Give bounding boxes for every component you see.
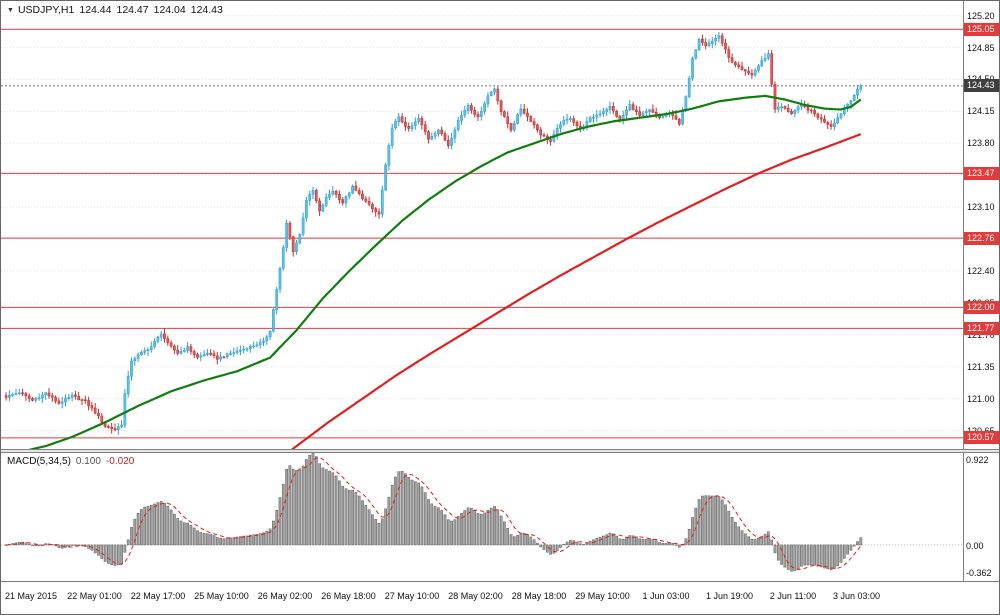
candles-layer [4, 31, 863, 435]
level-price-badge: 123.47 [964, 166, 999, 180]
price-tick-label: 123.10 [967, 202, 995, 213]
time-label: 26 May 18:00 [321, 591, 376, 601]
price-axis[interactable]: 125.20124.85124.50124.15123.80123.45123.… [963, 1, 999, 581]
pane-separator[interactable] [1, 449, 999, 453]
macd-name: MACD(5,34,5) [7, 456, 71, 467]
time-label: 3 Jun 03:00 [832, 591, 881, 601]
time-label: 1 Jun 19:00 [705, 591, 754, 601]
time-label: 1 Jun 03:00 [642, 591, 690, 601]
time-label: 28 May 02:00 [448, 591, 503, 601]
price-tick-label: 121.35 [967, 361, 995, 372]
ohlc-close: 124.43 [190, 4, 223, 16]
time-label: 21 May 2015 [4, 591, 58, 601]
current-price-badge: 124.43 [964, 79, 999, 93]
macd-main-value: 0.100 [75, 456, 101, 467]
macd-axis-min: -0.362 [966, 568, 992, 578]
time-label: 22 May 01:00 [67, 591, 122, 601]
horizontal-level-lines [1, 28, 963, 439]
time-label: 28 May 18:00 [511, 591, 567, 601]
time-label: 29 May 10:00 [575, 591, 630, 601]
ohlc-open: 124.44 [79, 4, 112, 16]
macd-histogram [4, 453, 863, 572]
level-price-badge: 120.57 [964, 431, 999, 445]
price-tick-label: 121.00 [967, 393, 995, 404]
price-chart-canvas[interactable] [1, 1, 963, 449]
price-tick-label: 123.80 [967, 138, 995, 149]
macd-axis-max: 0.922 [966, 455, 989, 465]
time-label: 2 Jun 11:00 [769, 591, 817, 601]
ohlc-high: 124.47 [116, 4, 149, 16]
ma-fast-green [28, 94, 862, 449]
time-axis[interactable]: 21 May 2015 22 May 01:00 22 May 17:00 25 Ma… [1, 581, 999, 614]
level-price-badge: 121.77 [964, 321, 999, 335]
time-label: 22 May 17:00 [130, 591, 186, 601]
price-gridlines [1, 15, 963, 432]
time-label: 27 May 10:00 [384, 591, 440, 601]
level-price-badge: 125.05 [964, 22, 999, 36]
macd-indicator-canvas[interactable] [1, 453, 963, 581]
macd-indicator-label: MACD(5,34,5) 0.100 -0.020 [7, 456, 134, 467]
price-tick-label: 125.20 [967, 10, 995, 21]
time-label: 25 May 10:00 [194, 591, 249, 601]
symbol-ohlc-label: ▼ USDJPY,H1 124.44 124.47 124.04 124.43 [7, 4, 228, 16]
macd-axis-zero: 0.00 [966, 541, 984, 551]
symbol-dropdown-icon[interactable]: ▼ [7, 7, 14, 14]
time-label: 26 May 02:00 [257, 591, 313, 601]
ohlc-low: 124.04 [153, 4, 186, 16]
price-tick-label: 124.85 [967, 42, 995, 53]
symbol-timeframe: USDJPY,H1 [17, 4, 75, 16]
price-tick-label: 124.15 [967, 106, 995, 117]
level-price-badge: 122.76 [964, 231, 999, 245]
macd-signal-line [6, 457, 862, 571]
ma-slow-red [290, 133, 862, 449]
macd-signal-value: -0.020 [105, 456, 135, 467]
price-tick-label: 122.40 [967, 265, 995, 276]
level-price-badge: 122.00 [964, 300, 999, 314]
price-tick-label: 120.65 [967, 426, 995, 436]
